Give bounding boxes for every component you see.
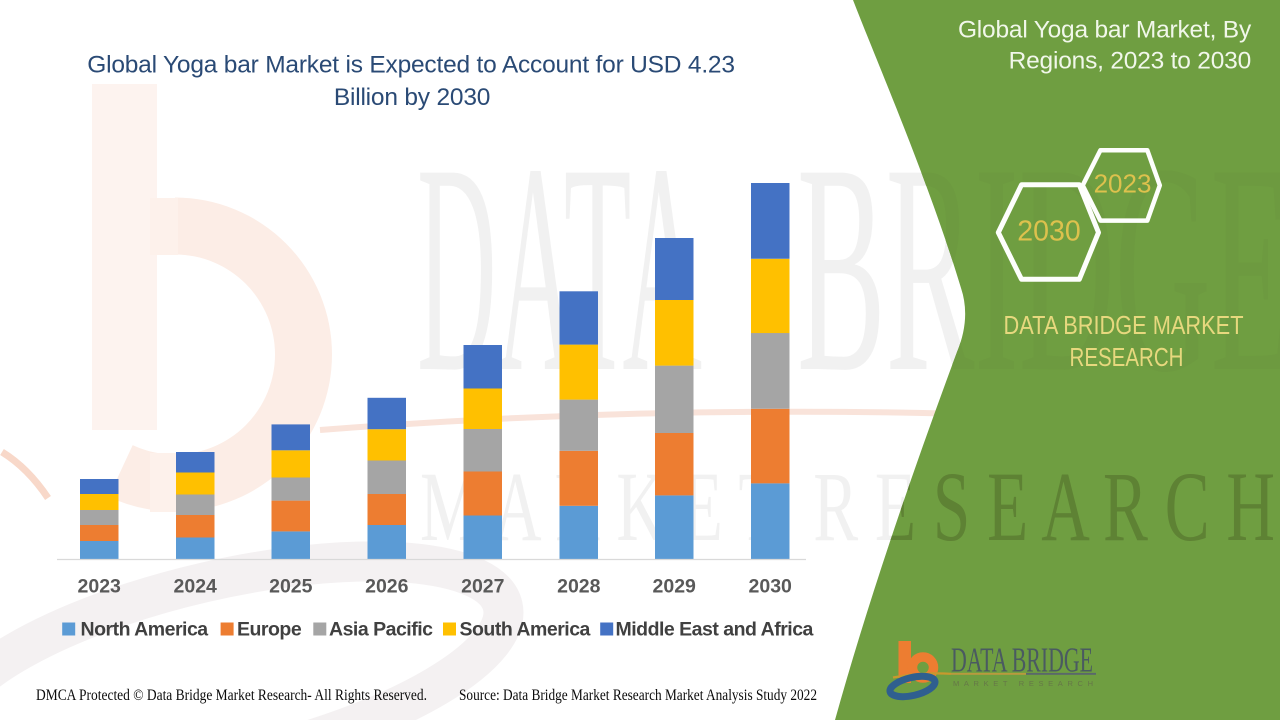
svg-text:2026: 2026 (365, 576, 409, 598)
svg-text:South America: South America (460, 619, 591, 641)
svg-text:MARKET RESEARCH: MARKET RESEARCH (953, 679, 1093, 688)
svg-text:Source: Data Bridge Market Res: Source: Data Bridge Market Research Mark… (459, 687, 817, 704)
svg-text:Middle East and Africa: Middle East and Africa (616, 619, 814, 641)
svg-text:Regions, 2023 to 2030: Regions, 2023 to 2030 (1009, 48, 1251, 75)
svg-text:North America: North America (81, 619, 209, 641)
svg-text:RESEARCH: RESEARCH (1070, 344, 1184, 372)
svg-text:2029: 2029 (653, 576, 697, 598)
svg-text:Asia Pacific: Asia Pacific (329, 619, 433, 641)
svg-text:2027: 2027 (461, 576, 504, 598)
svg-text:2023: 2023 (1094, 169, 1152, 199)
svg-text:Global Yoga bar Market is Expe: Global Yoga bar Market is Expected to Ac… (87, 52, 735, 79)
svg-text:2024: 2024 (174, 576, 218, 598)
svg-text:Billion by 2030: Billion by 2030 (334, 84, 490, 111)
svg-text:2023: 2023 (78, 576, 122, 598)
svg-text:2030: 2030 (749, 576, 793, 598)
svg-text:2025: 2025 (269, 576, 313, 598)
svg-text:DATA BRIDGE MARKET: DATA BRIDGE MARKET (1004, 312, 1244, 340)
svg-text:Europe: Europe (237, 619, 302, 641)
svg-text:2028: 2028 (557, 576, 601, 598)
svg-text:DMCA Protected © Data Bridge M: DMCA Protected © Data Bridge Market Rese… (36, 687, 427, 704)
svg-text:Global Yoga bar Market, By: Global Yoga bar Market, By (958, 17, 1252, 44)
svg-text:2030: 2030 (1017, 216, 1080, 248)
